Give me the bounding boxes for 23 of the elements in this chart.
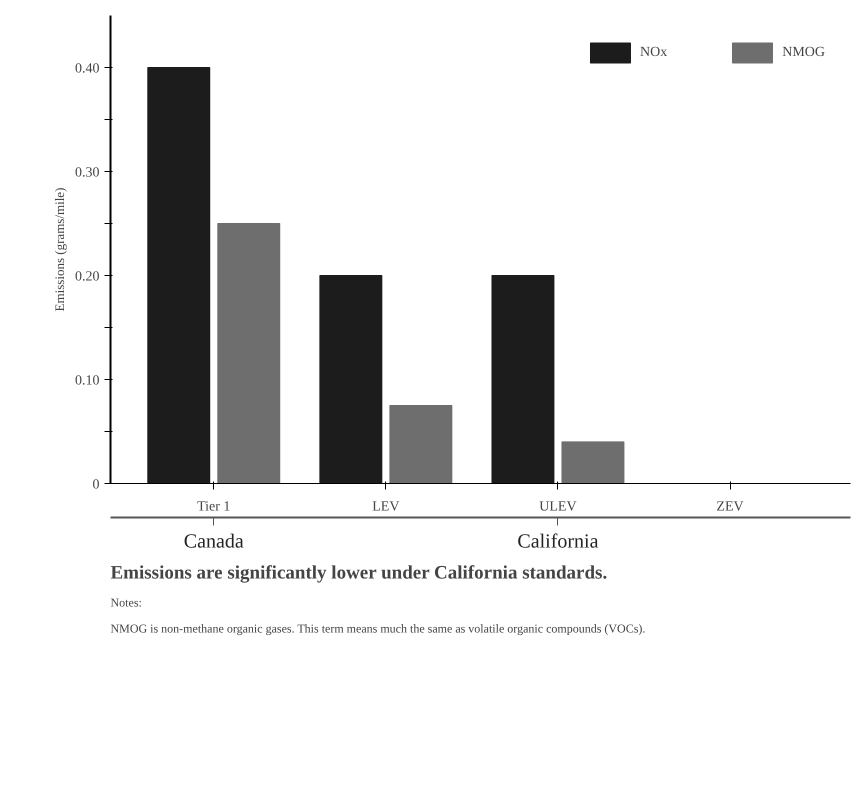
legend-label: NMOG bbox=[782, 44, 825, 60]
text: California bbox=[517, 530, 599, 552]
text: Canada bbox=[184, 530, 244, 552]
y-tick-label: 0.10 bbox=[75, 374, 100, 388]
text: Emissions are significantly lower under California standards. bbox=[110, 562, 608, 584]
bar bbox=[217, 223, 280, 484]
bar bbox=[319, 275, 382, 484]
x-tick-label: Tier 1 bbox=[197, 500, 230, 514]
y-tick-label: 0.20 bbox=[75, 270, 100, 284]
y-tick-label: 0.40 bbox=[75, 62, 100, 76]
bar bbox=[491, 275, 554, 484]
text: Notes: bbox=[110, 596, 142, 610]
y-tick-label: 0.30 bbox=[75, 166, 100, 180]
bar bbox=[147, 67, 210, 484]
bar bbox=[561, 441, 624, 484]
x-tick-label: LEV bbox=[372, 500, 400, 514]
text: NMOG is non-methane organic gases. This term means much the same as volatile organic compounds (VOCs). bbox=[110, 622, 646, 636]
x-tick-label: ULEV bbox=[539, 500, 577, 514]
y-axis-title: Emissions (grams/mile) bbox=[52, 188, 67, 312]
y-tick-label: 0 bbox=[92, 478, 100, 492]
x-tick-label: ZEV bbox=[716, 500, 744, 514]
legend-label: NOx bbox=[640, 44, 668, 60]
bar bbox=[389, 405, 452, 484]
